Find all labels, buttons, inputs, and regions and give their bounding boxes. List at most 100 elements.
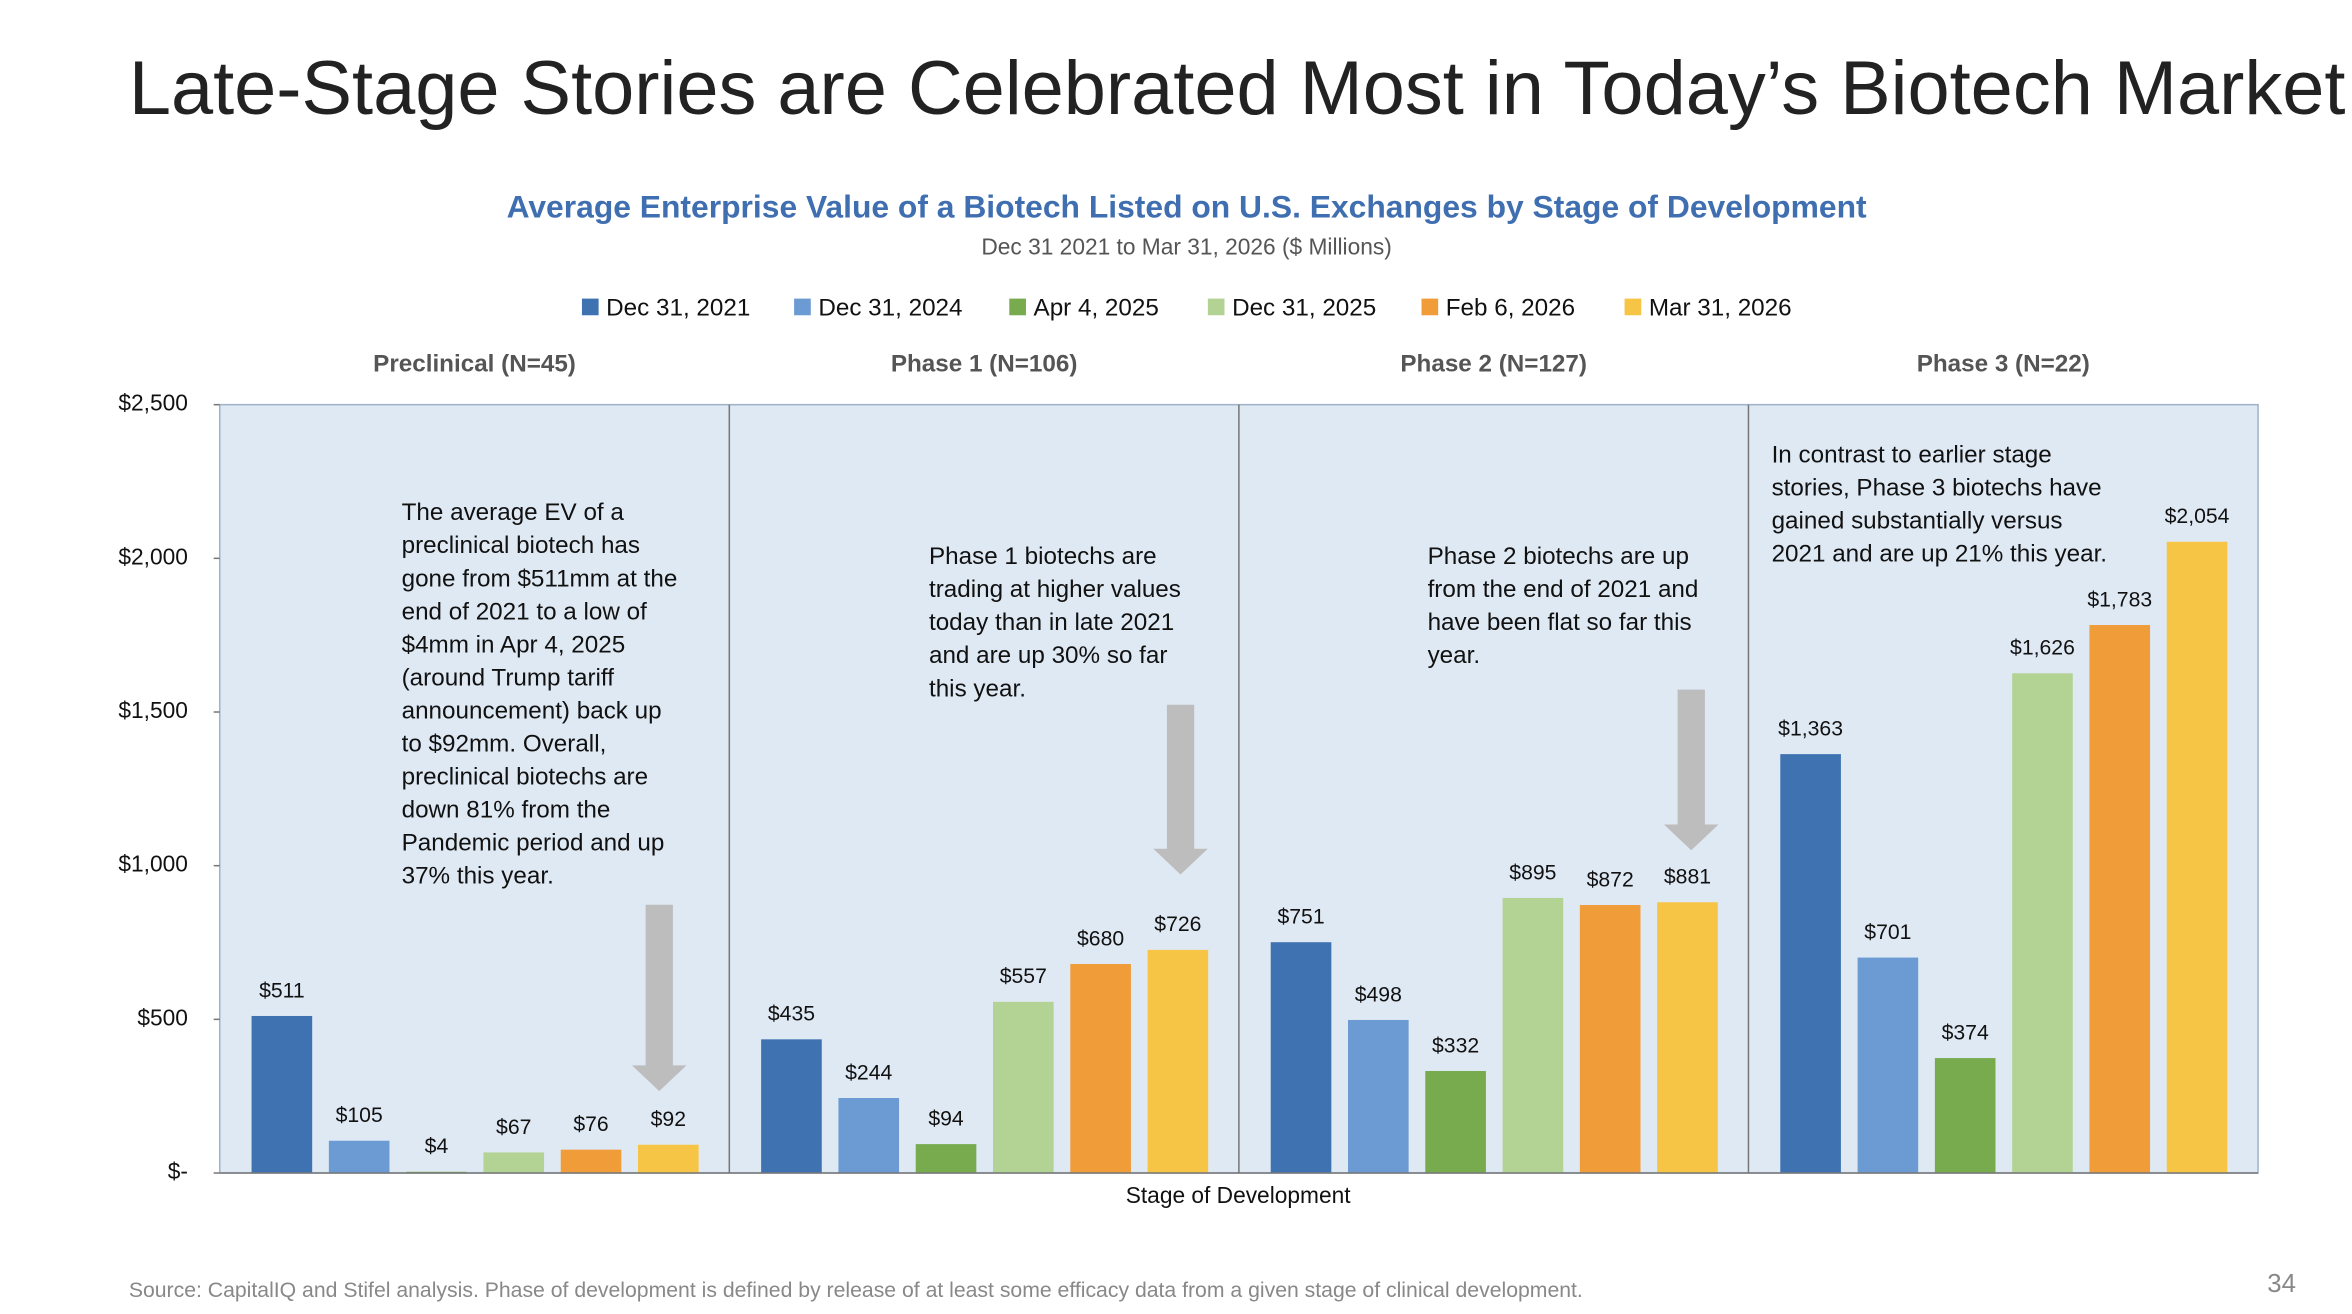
bar — [1857, 957, 1919, 1174]
value-label: $680 — [1077, 927, 1124, 950]
bar — [761, 1039, 822, 1174]
arrow — [1153, 704, 1208, 875]
legend-label: Dec 31, 2024 — [818, 295, 962, 322]
annotation-line: stories, Phase 3 biotechs have — [1772, 475, 2102, 502]
value-label: $1,363 — [1778, 717, 1843, 740]
value-label: $881 — [1664, 866, 1711, 889]
y-tick-label: $1,500 — [118, 697, 188, 723]
y-tick-label: $1,000 — [118, 851, 188, 877]
value-label: $94 — [928, 1107, 964, 1130]
bar — [1270, 942, 1332, 1174]
bar — [1348, 1019, 1409, 1174]
arrow — [631, 904, 687, 1092]
bar — [2012, 673, 2073, 1174]
y-tick-label: $500 — [137, 1004, 188, 1030]
annotation-line: year. — [1428, 642, 1481, 669]
bar — [1934, 1058, 1996, 1174]
annotation-line: and are up 30% so far — [929, 642, 1167, 669]
value-label: $92 — [651, 1108, 686, 1131]
slide-title: Late-Stage Stories are Celebrated Most i… — [129, 46, 2346, 131]
bar — [251, 1015, 313, 1174]
bar — [838, 1098, 900, 1174]
value-label: $67 — [496, 1116, 531, 1139]
bar — [560, 1149, 622, 1174]
legend-swatch — [794, 298, 811, 316]
annotation-line: today than in late 2021 — [929, 609, 1174, 636]
bar — [1502, 897, 1564, 1174]
annotation-line: end of 2021 to a low of — [402, 598, 647, 625]
legend-label: Mar 31, 2026 — [1649, 295, 1792, 322]
annotation-line: this year. — [929, 675, 1026, 702]
annotation-line: gained substantially versus — [1772, 508, 2063, 535]
arrow — [1663, 689, 1719, 851]
annotation-line: $4mm in Apr 4, 2025 — [402, 631, 626, 658]
value-label: $374 — [1942, 1021, 1989, 1044]
panel-label: Phase 3 (N=22) — [1917, 351, 2090, 378]
bar — [483, 1152, 545, 1174]
value-label: $1,783 — [2087, 588, 2152, 611]
value-label: $105 — [336, 1104, 383, 1127]
legend-swatch — [1421, 298, 1439, 316]
legend-label: Apr 4, 2025 — [1034, 295, 1159, 322]
bar — [638, 1144, 699, 1174]
annotation-line: from the end of 2021 and — [1428, 576, 1699, 603]
value-label: $895 — [1509, 861, 1556, 884]
annotation-line: Phase 2 biotechs are up — [1428, 543, 1689, 570]
annotation-line: gone from $511mm at the — [402, 565, 678, 592]
bar — [1579, 905, 1641, 1174]
plot: $- $500 $1,000 $1,500 $2,000 $2,500 Dec 31, 20… — [118, 295, 2259, 1184]
legend-label: Dec 31, 2025 — [1232, 295, 1376, 322]
annotation-line: Pandemic period and up — [402, 830, 665, 857]
bar — [993, 1001, 1054, 1174]
annotation-line: preclinical biotech has — [402, 532, 640, 559]
panel-label: Phase 1 (N=106) — [891, 351, 1078, 378]
value-label: $435 — [768, 1003, 815, 1026]
legend-swatch — [1207, 298, 1225, 316]
annotation-line: The average EV of a — [402, 499, 625, 526]
page-number: 34 — [2267, 1270, 2296, 1298]
value-label: $751 — [1277, 906, 1324, 929]
annotation-line: In contrast to earlier stage — [1772, 442, 2052, 469]
bar — [1147, 949, 1209, 1174]
annotation-line: announcement) back up — [402, 697, 662, 724]
value-label: $244 — [845, 1061, 892, 1084]
y-tick-label: $- — [168, 1158, 188, 1184]
annotation-line: to $92mm. Overall, — [402, 730, 607, 757]
legend-swatch — [1009, 298, 1026, 316]
value-label: $76 — [573, 1113, 608, 1136]
annotation-line: (around Trump tariff — [402, 664, 615, 691]
source-note: Source: CapitalIQ and Stifel analysis. P… — [129, 1279, 1583, 1302]
value-label: $872 — [1587, 868, 1634, 891]
bar — [1657, 902, 1718, 1174]
legend-label: Feb 6, 2026 — [1446, 295, 1575, 322]
value-label: $726 — [1154, 913, 1201, 936]
legend-label: Dec 31, 2021 — [606, 295, 750, 322]
annotation-line: Phase 1 biotechs are — [929, 543, 1157, 570]
annotation-line: 2021 and are up 21% this year. — [1772, 541, 2107, 568]
value-label: $557 — [1000, 965, 1047, 988]
panel-label: Preclinical (N=45) — [373, 351, 576, 378]
x-axis-label: Stage of Development — [1126, 1182, 1351, 1208]
value-label: $511 — [259, 979, 305, 1002]
bar — [2089, 625, 2151, 1174]
annotation-line: down 81% from the — [402, 797, 611, 824]
value-label: $4 — [425, 1135, 449, 1158]
y-tick-label: $2,000 — [118, 543, 188, 569]
annotation-line: preclinical biotechs are — [402, 763, 649, 790]
y-tick-label: $2,500 — [118, 390, 188, 416]
value-label: $332 — [1432, 1034, 1479, 1057]
bar — [328, 1140, 390, 1174]
legend-swatch — [1624, 298, 1642, 316]
annotation-line: 37% this year. — [402, 863, 554, 890]
bar — [2166, 541, 2228, 1174]
bar — [1780, 754, 1841, 1174]
value-label: $701 — [1864, 921, 1911, 944]
panel-label: Phase 2 (N=127) — [1400, 351, 1587, 378]
chart-subtitle: Dec 31 2021 to Mar 31, 2026 ($ Millions) — [981, 234, 1391, 260]
value-label: $1,626 — [2010, 637, 2075, 660]
bar — [915, 1144, 977, 1174]
value-label: $2,054 — [2165, 505, 2230, 528]
bar — [1425, 1070, 1486, 1174]
chart-title: Average Enterprise Value of a Biotech Li… — [507, 189, 1867, 225]
